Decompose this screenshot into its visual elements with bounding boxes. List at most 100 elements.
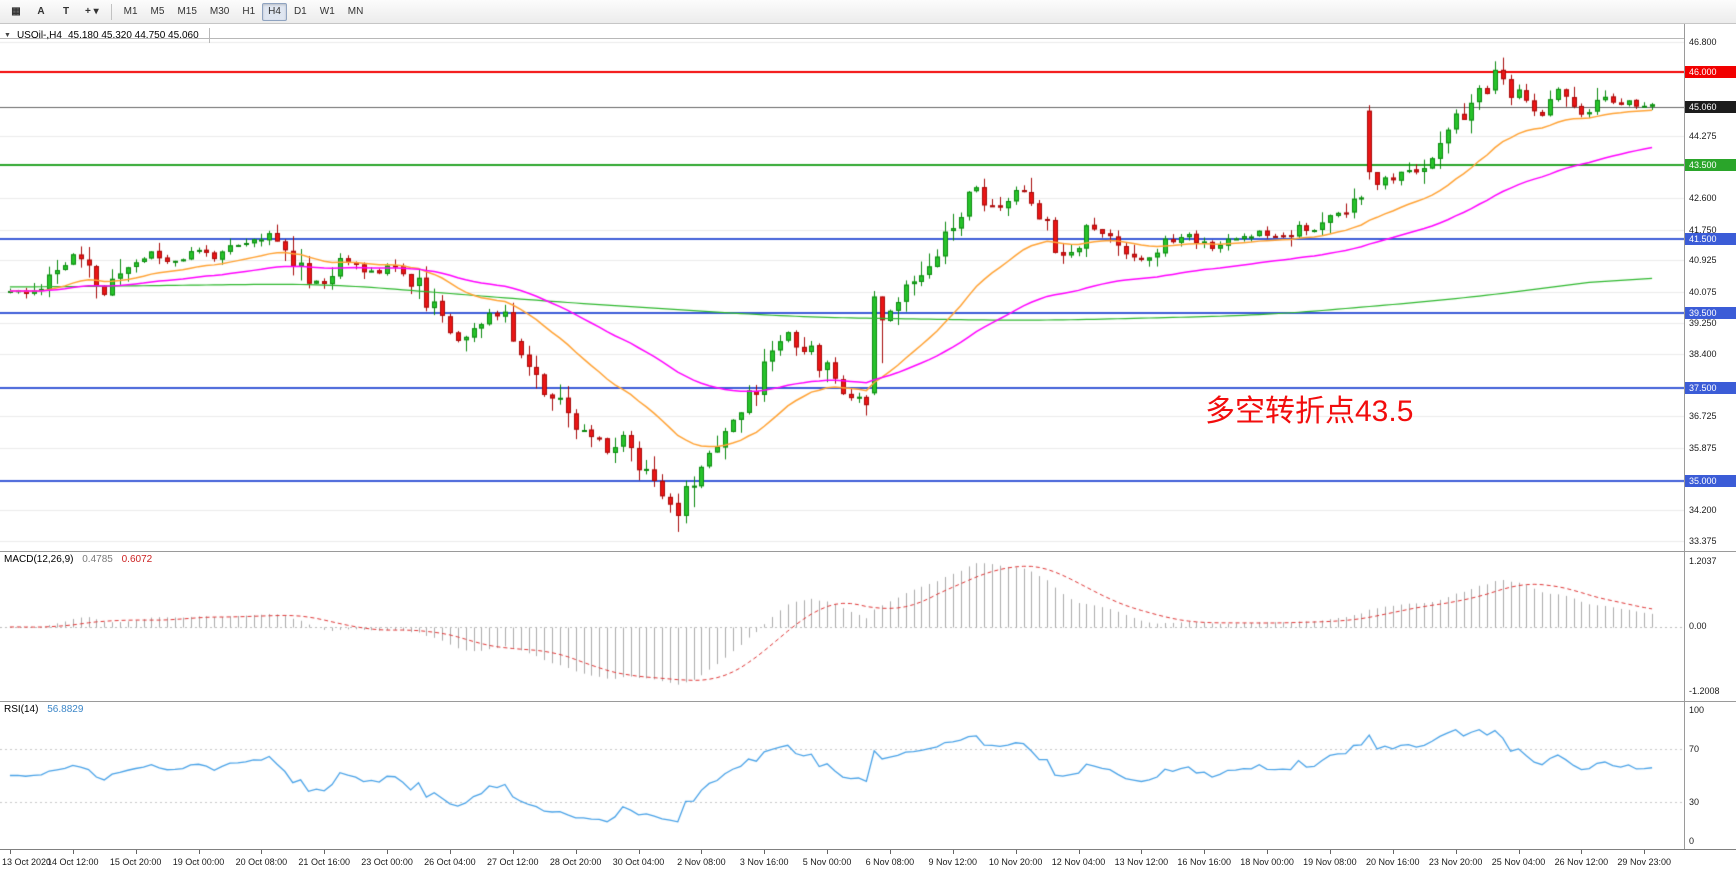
time-tick <box>387 850 388 854</box>
macd-axis-label: -1.2008 <box>1689 686 1720 696</box>
time-tick <box>1644 850 1645 854</box>
arrow-tool-button[interactable]: A <box>37 6 45 17</box>
time-tick <box>953 850 954 854</box>
time-axis-label: 18 Nov 00:00 <box>1240 857 1294 867</box>
time-axis-label: 6 Nov 08:00 <box>865 857 915 867</box>
time-tick <box>764 850 765 854</box>
rsi-name: RSI(14) <box>4 704 39 715</box>
price-level-badge: 43.500 <box>1685 158 1736 171</box>
macd-canvas[interactable] <box>0 552 1684 701</box>
timeframe-button-m5[interactable]: M5 <box>150 6 165 17</box>
text-tool-button[interactable]: T <box>62 6 70 17</box>
time-axis-label: 3 Nov 16:00 <box>739 857 789 867</box>
macd-label: MACD(12,26,9) 0.4785 0.6072 <box>4 554 152 565</box>
toolbar-separator <box>110 3 112 20</box>
time-axis-label: 28 Oct 20:00 <box>549 857 602 867</box>
tool-group: ▦ A T + ▾ <box>4 3 105 21</box>
timeframe-button-mn[interactable]: MN <box>347 6 364 17</box>
rsi-pane: RSI(14) 56.8829 100 70 30 0 <box>0 701 1736 849</box>
price-level-badge: 35.000 <box>1685 474 1736 487</box>
time-tick <box>10 850 11 854</box>
time-axis-label: 10 Nov 20:00 <box>988 857 1043 867</box>
window-bottom-margin <box>0 873 1736 895</box>
time-tick <box>576 850 577 854</box>
chart-grid-icon[interactable]: ▦ <box>11 6 21 17</box>
time-axis-label: 30 Oct 04:00 <box>612 857 665 867</box>
price-tick-label: 38.400 <box>1689 349 1717 360</box>
price-level-badge: 39.500 <box>1685 307 1736 320</box>
crosshair-tool-button[interactable]: + ▾ <box>85 6 99 17</box>
price-level-badge: 41.500 <box>1685 232 1736 245</box>
price-chart-pane: ▼ USOil-,H4 45.180 45.320 44.750 45.060 … <box>0 24 1736 551</box>
time-tick <box>1330 850 1331 854</box>
timeframe-button-h1[interactable]: H1 <box>242 6 256 17</box>
rsi-axis-label: 0 <box>1689 836 1695 846</box>
rsi-value: 56.8829 <box>47 704 84 715</box>
chart-ohlc-values: 45.180 45.320 44.750 45.060 <box>67 30 199 41</box>
chart-caption-box: ▼ USOil-,H4 45.180 45.320 44.750 45.060 <box>0 28 210 43</box>
chart-collapse-icon[interactable]: ▼ <box>4 32 11 39</box>
chart-text-annotation[interactable]: 多空转折点43.5 <box>1205 395 1414 428</box>
time-tick <box>450 850 451 854</box>
time-tick <box>324 850 325 854</box>
price-tick-label: 36.725 <box>1689 411 1717 422</box>
macd-name: MACD(12,26,9) <box>4 554 74 565</box>
time-tick <box>1581 850 1582 854</box>
time-tick <box>1456 850 1457 854</box>
time-tick <box>1079 850 1080 854</box>
time-tick <box>73 850 74 854</box>
price-tick-label: 40.925 <box>1689 255 1717 266</box>
timeframe-button-d1[interactable]: D1 <box>293 6 307 17</box>
time-axis-label: 13 Oct 2020 <box>2 857 52 867</box>
time-tick <box>1141 850 1142 854</box>
time-axis-label: 25 Nov 04:00 <box>1491 857 1546 867</box>
price-tick-label: 35.875 <box>1689 443 1717 454</box>
timeframe-button-m15[interactable]: M15 <box>177 6 197 17</box>
price-axis[interactable]: 46.800 44.275 42.600 41.750 40.925 40.075 39.2… <box>1684 24 1736 551</box>
price-chart-canvas[interactable] <box>0 24 1684 551</box>
price-level-badge: 37.500 <box>1685 381 1736 394</box>
price-tick-label: 39.250 <box>1689 317 1717 328</box>
macd-main-value: 0.4785 <box>82 554 113 565</box>
rsi-axis[interactable]: 100 70 30 0 <box>1684 702 1736 849</box>
time-axis-label: 20 Oct 08:00 <box>235 857 288 867</box>
rsi-canvas[interactable] <box>0 702 1684 849</box>
macd-axis[interactable]: 1.2037 0.00 -1.2008 <box>1684 552 1736 701</box>
time-tick <box>639 850 640 854</box>
timeframe-button-w1[interactable]: W1 <box>319 6 335 17</box>
time-tick <box>827 850 828 854</box>
time-axis-label: 23 Nov 20:00 <box>1428 857 1483 867</box>
time-tick <box>199 850 200 854</box>
timeframe-button-h4[interactable]: H4 <box>262 2 287 21</box>
time-axis-label: 13 Nov 12:00 <box>1114 857 1169 867</box>
chart-caption: ▼ USOil-,H4 45.180 45.320 44.750 45.060 <box>0 24 1684 43</box>
time-tick <box>1016 850 1017 854</box>
macd-signal-value: 0.6072 <box>121 554 153 565</box>
time-axis-label: 27 Oct 12:00 <box>487 857 539 867</box>
time-tick <box>1204 850 1205 854</box>
time-axis-label: 16 Nov 16:00 <box>1177 857 1231 867</box>
macd-axis-label: 1.2037 <box>1689 556 1717 566</box>
time-tick <box>701 850 702 854</box>
time-axis-label: 29 Nov 23:00 <box>1617 857 1671 867</box>
price-tick-label: 46.800 <box>1689 37 1717 47</box>
time-axis[interactable]: 13 Oct 2020 14 Oct 12:00 15 Oct 20:00 19 Oc… <box>0 849 1736 873</box>
price-level-badge: 46.000 <box>1685 65 1736 78</box>
time-axis-label: 26 Oct 04:00 <box>424 857 476 867</box>
rsi-label: RSI(14) 56.8829 <box>4 704 83 715</box>
price-level-badge: 45.060 <box>1685 100 1736 113</box>
time-axis-label: 20 Nov 16:00 <box>1366 857 1420 867</box>
price-tick-label: 34.200 <box>1689 505 1717 516</box>
rsi-axis-label: 30 <box>1689 796 1700 807</box>
timeframe-group: M1 M5 M15 M30 H1 H4 D1 W1 MN <box>118 2 370 21</box>
time-axis-label: 26 Nov 12:00 <box>1554 857 1609 867</box>
timeframe-button-m30[interactable]: M30 <box>209 6 230 17</box>
price-tick-label: 41.750 <box>1689 224 1717 235</box>
timeframe-button-m1[interactable]: M1 <box>123 6 138 17</box>
time-axis-label: 9 Nov 12:00 <box>928 857 978 867</box>
price-tick-label: 42.600 <box>1689 193 1717 204</box>
rsi-axis-label: 70 <box>1689 744 1700 755</box>
price-tick-label: 40.075 <box>1689 286 1717 297</box>
time-tick <box>1267 850 1268 854</box>
